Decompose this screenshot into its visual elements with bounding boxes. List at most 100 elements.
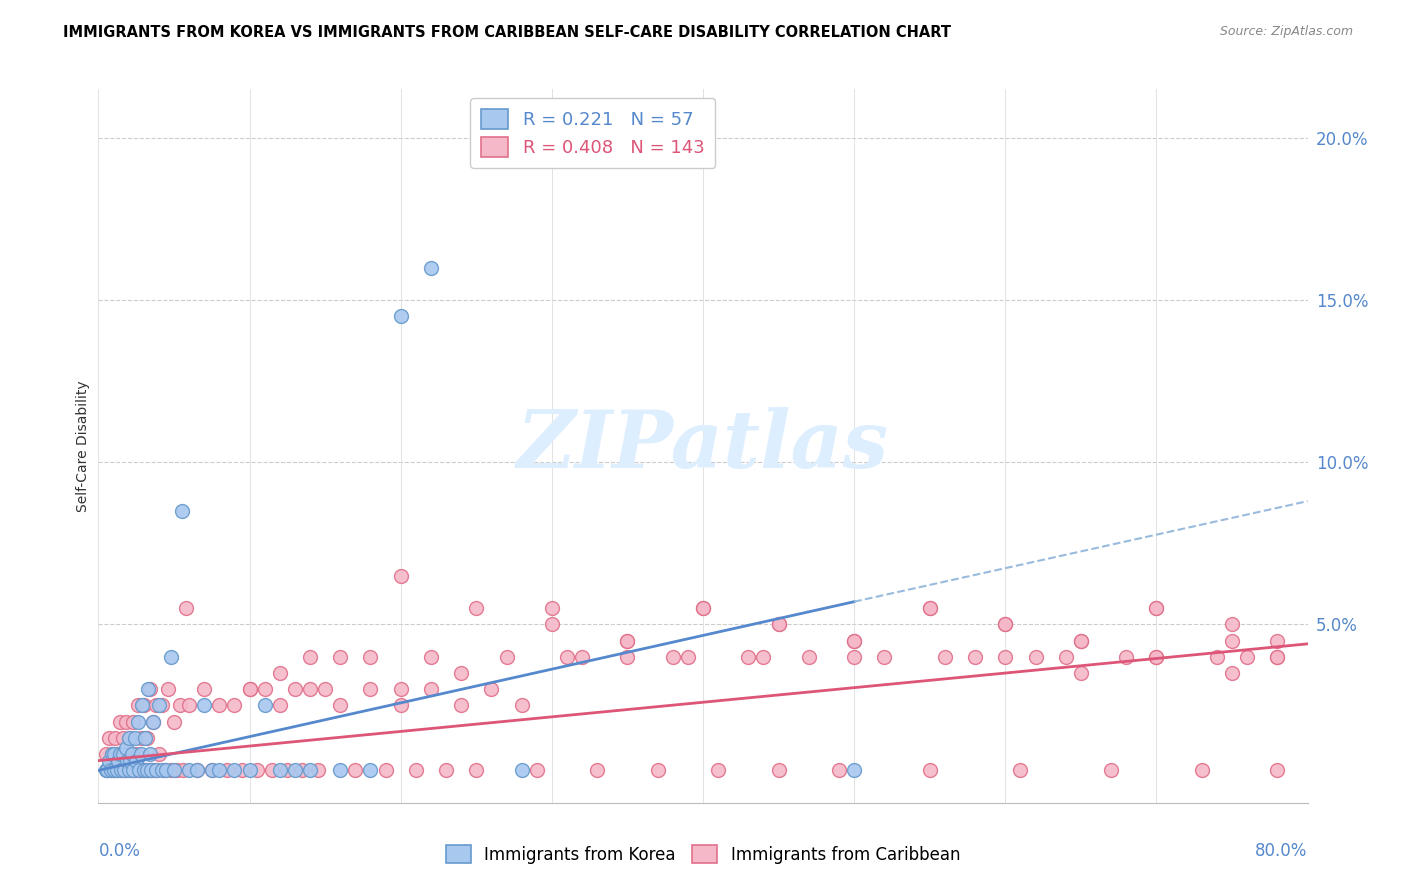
Point — [155, 764, 177, 778]
Point — [510, 698, 533, 713]
Point — [193, 698, 215, 713]
Point — [768, 617, 790, 632]
Point — [269, 764, 291, 778]
Point — [844, 633, 866, 648]
Point — [146, 764, 169, 778]
Point — [201, 764, 224, 778]
Point — [122, 714, 145, 729]
Point — [434, 764, 457, 778]
Point — [1070, 633, 1092, 648]
Point — [1144, 649, 1167, 664]
Point — [142, 714, 165, 729]
Point — [121, 764, 143, 778]
Point — [121, 747, 143, 761]
Point — [127, 698, 149, 713]
Point — [253, 682, 276, 697]
Point — [616, 633, 638, 648]
Point — [125, 754, 148, 768]
Point — [231, 764, 253, 778]
Point — [526, 764, 548, 778]
Point — [98, 754, 121, 768]
Point — [141, 764, 163, 778]
Point — [224, 698, 246, 713]
Point — [661, 649, 683, 664]
Point — [692, 601, 714, 615]
Point — [166, 764, 188, 778]
Point — [118, 764, 141, 778]
Point — [571, 649, 593, 664]
Point — [114, 740, 136, 755]
Point — [163, 714, 186, 729]
Point — [163, 764, 186, 778]
Point — [145, 764, 167, 778]
Point — [208, 698, 231, 713]
Point — [94, 747, 117, 761]
Point — [131, 698, 153, 713]
Point — [934, 649, 956, 664]
Point — [495, 649, 517, 664]
Point — [768, 764, 790, 778]
Point — [1206, 649, 1229, 664]
Point — [141, 764, 163, 778]
Point — [111, 747, 134, 761]
Point — [153, 764, 176, 778]
Point — [1267, 649, 1289, 664]
Y-axis label: Self-Care Disability: Self-Care Disability — [76, 380, 90, 512]
Point — [918, 764, 941, 778]
Point — [752, 649, 775, 664]
Text: ZIPatlas: ZIPatlas — [517, 408, 889, 484]
Point — [103, 764, 125, 778]
Point — [104, 731, 127, 745]
Point — [186, 764, 208, 778]
Point — [100, 764, 122, 778]
Point — [150, 698, 173, 713]
Point — [132, 698, 155, 713]
Point — [96, 764, 118, 778]
Point — [128, 764, 150, 778]
Point — [299, 682, 322, 697]
Point — [174, 601, 197, 615]
Point — [170, 504, 193, 518]
Point — [329, 764, 352, 778]
Point — [239, 682, 262, 697]
Point — [186, 764, 208, 778]
Point — [360, 764, 382, 778]
Point — [481, 682, 503, 697]
Point — [1236, 649, 1258, 664]
Point — [707, 764, 730, 778]
Point — [284, 764, 307, 778]
Point — [450, 698, 472, 713]
Point — [329, 698, 352, 713]
Point — [129, 731, 152, 745]
Point — [111, 731, 134, 745]
Point — [115, 764, 138, 778]
Point — [148, 698, 170, 713]
Point — [994, 617, 1017, 632]
Point — [844, 649, 866, 664]
Point — [132, 764, 155, 778]
Point — [1220, 666, 1243, 681]
Point — [131, 764, 153, 778]
Point — [139, 747, 162, 761]
Point — [299, 649, 322, 664]
Point — [262, 764, 284, 778]
Point — [360, 682, 382, 697]
Point — [737, 649, 759, 664]
Point — [135, 764, 157, 778]
Point — [120, 731, 142, 745]
Point — [510, 764, 533, 778]
Point — [276, 764, 298, 778]
Point — [307, 764, 329, 778]
Point — [360, 649, 382, 664]
Point — [105, 764, 128, 778]
Point — [94, 764, 117, 778]
Point — [555, 649, 578, 664]
Point — [246, 764, 269, 778]
Point — [150, 764, 173, 778]
Point — [96, 764, 118, 778]
Point — [420, 649, 443, 664]
Point — [128, 764, 150, 778]
Point — [107, 754, 129, 768]
Point — [465, 601, 488, 615]
Point — [389, 682, 412, 697]
